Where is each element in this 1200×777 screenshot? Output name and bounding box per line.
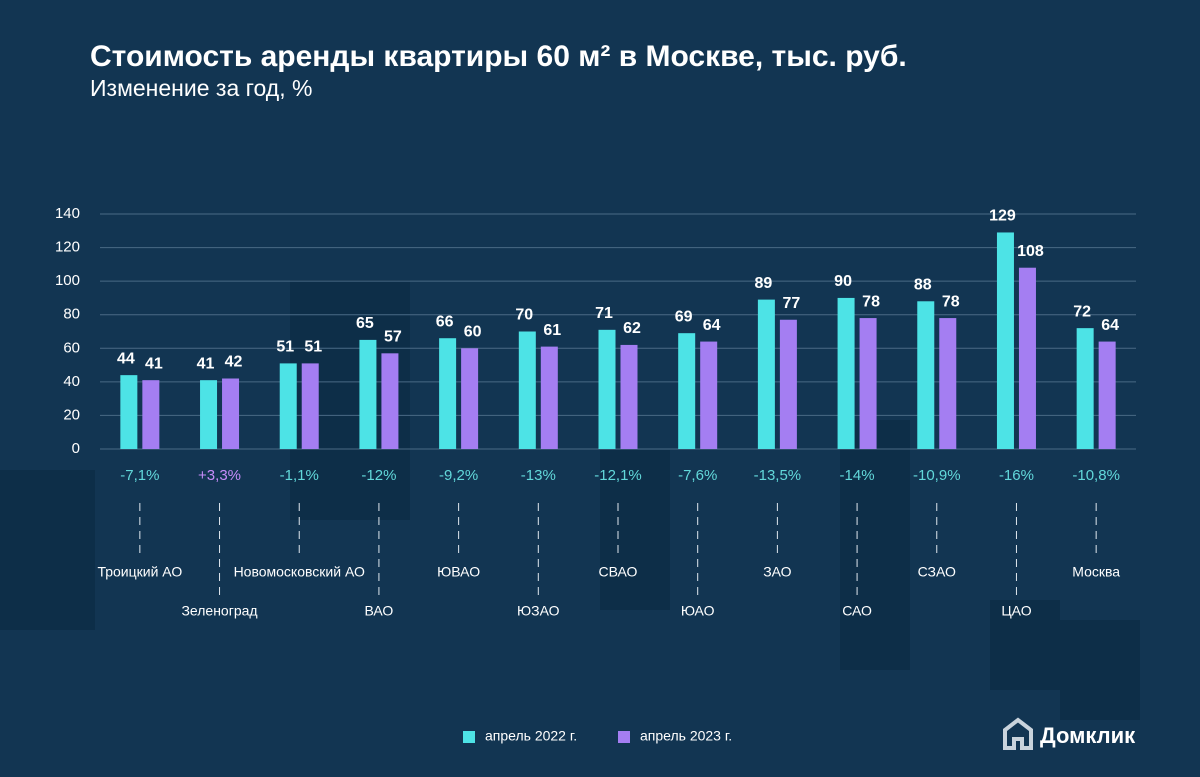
value-label: 44 (117, 350, 135, 367)
bar (1018, 267, 1036, 449)
value-label: 42 (225, 354, 243, 371)
value-label: 129 (989, 208, 1016, 225)
value-label: 89 (754, 275, 772, 292)
legend-swatch (463, 731, 475, 743)
value-label: 69 (675, 308, 693, 325)
category-label: ЮВАО (437, 564, 480, 580)
bar (939, 318, 957, 449)
city-silhouette (0, 280, 1140, 720)
value-label: 78 (862, 293, 880, 310)
bar (120, 375, 138, 449)
change-label: -13,5% (754, 467, 802, 484)
bar (142, 380, 160, 449)
value-label: 108 (1017, 243, 1044, 260)
value-label: 60 (464, 324, 482, 341)
change-label: +3,3% (198, 467, 241, 484)
change-label: -14% (840, 467, 875, 484)
bar (598, 329, 616, 449)
y-tick-label: 120 (55, 239, 80, 256)
y-tick-label: 0 (72, 440, 80, 457)
value-label: 71 (595, 305, 613, 322)
value-label: 61 (543, 322, 561, 339)
chart-subtitle: Изменение за год, % (90, 75, 312, 101)
bar (439, 338, 457, 449)
bar (381, 353, 399, 449)
value-label: 90 (834, 273, 852, 290)
category-label: СЗАО (918, 564, 956, 580)
category-label: ЮАО (681, 603, 715, 619)
value-label: 41 (197, 355, 215, 372)
value-label: 64 (703, 317, 721, 334)
category-label: ЗАО (763, 564, 791, 580)
change-label: -7,1% (120, 467, 159, 484)
bar (620, 344, 638, 449)
category-label: Новомосковский АО (234, 564, 365, 580)
y-tick-label: 20 (63, 406, 80, 423)
change-label: -10,8% (1072, 467, 1120, 484)
y-tick-label: 80 (63, 306, 80, 323)
category-label: Зеленоград (181, 603, 257, 619)
value-label: 62 (623, 320, 641, 337)
change-label: -13% (521, 467, 556, 484)
bar (859, 318, 877, 449)
y-tick-label: 140 (55, 205, 80, 222)
value-label: 65 (356, 315, 374, 332)
bar (837, 297, 855, 449)
category-label: ЦАО (1001, 603, 1031, 619)
value-label: 51 (276, 339, 294, 356)
category-label: ЮЗАО (517, 603, 560, 619)
value-label: 78 (942, 293, 960, 310)
category-label: Москва (1072, 564, 1120, 580)
change-label: -1,1% (280, 467, 319, 484)
bar (518, 331, 536, 449)
bar (461, 348, 479, 449)
value-label: 72 (1073, 303, 1091, 320)
bar (1098, 341, 1116, 449)
value-label: 88 (914, 277, 932, 294)
change-label: -12,1% (594, 467, 642, 484)
bar (757, 299, 775, 449)
bar (359, 339, 377, 449)
bar (678, 333, 696, 449)
legend-swatch (618, 731, 630, 743)
change-label: -10,9% (913, 467, 961, 484)
bar (279, 363, 297, 449)
change-label: -16% (999, 467, 1034, 484)
value-label: 41 (145, 355, 163, 372)
change-label: -7,6% (678, 467, 717, 484)
category-label: Троицкий АО (97, 564, 182, 580)
value-label: 51 (304, 339, 322, 356)
legend-label: апрель 2023 г. (640, 728, 732, 744)
value-label: 57 (384, 329, 402, 346)
category-label: ВАО (365, 603, 394, 619)
bar (222, 378, 240, 449)
change-label: -12% (361, 467, 396, 484)
category-label: СВАО (599, 564, 638, 580)
value-label: 77 (782, 295, 800, 312)
category-label: САО (842, 603, 872, 619)
y-tick-label: 40 (63, 373, 80, 390)
bar (700, 341, 718, 449)
value-label: 70 (515, 307, 533, 324)
bar (301, 363, 319, 449)
bar (540, 346, 558, 449)
bar (996, 232, 1014, 449)
legend-label: апрель 2022 г. (485, 728, 577, 744)
y-tick-label: 60 (63, 339, 80, 356)
bar (779, 319, 797, 449)
chart-title: Стоимость аренды квартиры 60 м² в Москве… (90, 40, 907, 73)
brand-icon (1003, 717, 1033, 750)
bar (1076, 328, 1094, 449)
y-tick-label: 100 (55, 272, 80, 289)
bar (917, 301, 935, 449)
bar (200, 380, 218, 449)
brand-logo: Домклик (1040, 723, 1136, 748)
value-label: 66 (436, 313, 454, 330)
change-label: -9,2% (439, 467, 478, 484)
value-label: 64 (1101, 317, 1119, 334)
